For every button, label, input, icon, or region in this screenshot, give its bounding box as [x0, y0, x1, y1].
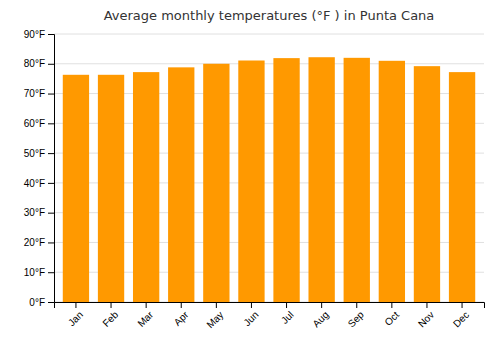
axis-line — [48, 35, 55, 303]
title: Average monthly temperatures (°F ) in Pu… — [104, 8, 435, 23]
tick-mark — [111, 302, 112, 308]
tick-label: 10°F — [24, 267, 45, 278]
tick-mark — [216, 302, 217, 308]
bar — [63, 75, 89, 302]
x-tick: Jun — [241, 302, 260, 328]
y-tick: 90°F — [24, 29, 54, 40]
grid-line — [54, 63, 484, 64]
tick-mark — [48, 64, 54, 65]
bar — [238, 61, 264, 302]
tick-label: Apr — [172, 309, 191, 328]
grid — [54, 34, 484, 302]
tick-label: Aug — [310, 309, 330, 329]
tick-mark — [48, 242, 54, 243]
y-tick: 10°F — [24, 267, 54, 278]
x-tick: Dec — [451, 302, 471, 329]
bars — [63, 57, 475, 302]
tick-label: Jan — [66, 309, 85, 328]
tick-mark — [48, 34, 54, 35]
tick-label: Sep — [346, 309, 367, 330]
tick-label: Nov — [416, 309, 436, 329]
tick-mark — [391, 302, 392, 308]
tick-mark — [356, 302, 357, 308]
x-tick: Jan — [66, 302, 85, 328]
axis-line — [55, 303, 485, 309]
x-tick: Feb — [100, 302, 120, 329]
tick-label: 60°F — [24, 118, 45, 129]
tick-mark — [286, 302, 287, 308]
chart: 0°F 10°F 20°F 30°F 40°F 50°F 60°F 70°F 80°F 90°F J… — [0, 0, 500, 350]
y-tick: 50°F — [24, 148, 54, 159]
tick-mark — [146, 302, 147, 308]
x-axis: Jan Feb Mar Apr May Jun Jul Aug Sep Oct Nov Dec — [55, 302, 485, 330]
tick-mark — [75, 302, 76, 308]
x-tick: Sep — [346, 302, 367, 329]
x-tick: May — [204, 302, 225, 330]
tick-mark — [48, 123, 54, 124]
tick-mark — [181, 302, 182, 308]
tick-label: 20°F — [24, 237, 45, 248]
tick-label: Jul — [279, 309, 296, 326]
tick-label: 80°F — [24, 58, 45, 69]
y-tick: 30°F — [24, 207, 54, 218]
y-tick: 20°F — [24, 237, 54, 248]
x-tick: Mar — [135, 302, 155, 329]
tick-mark — [426, 302, 427, 308]
tick-mark — [48, 213, 54, 214]
tick-label: May — [204, 309, 225, 330]
tick-label: 70°F — [24, 88, 45, 99]
tick-label: Feb — [100, 309, 120, 329]
y-tick: 70°F — [24, 88, 54, 99]
x-tick: Apr — [172, 302, 191, 328]
tick-label: Mar — [135, 309, 155, 329]
tick-label: 0°F — [29, 297, 45, 308]
y-tick: 0°F — [29, 297, 54, 308]
y-tick: 80°F — [24, 58, 54, 69]
tick-label: 90°F — [24, 29, 45, 40]
tick-mark — [48, 302, 54, 303]
bar — [308, 57, 334, 302]
x-tick: Jul — [279, 302, 296, 326]
tick-label: 40°F — [24, 178, 45, 189]
plot-area: 0°F 10°F 20°F 30°F 40°F 50°F 60°F 70°F 80°F 90°F J… — [24, 29, 485, 331]
tick-mark — [462, 302, 463, 308]
tick-mark — [48, 94, 54, 95]
tick-mark — [48, 153, 54, 154]
bar — [379, 61, 405, 302]
bar — [344, 58, 370, 302]
tick-label: 50°F — [24, 148, 45, 159]
bar — [133, 72, 159, 302]
tick-label: Jun — [241, 309, 260, 328]
x-tick: Aug — [310, 302, 330, 329]
bar — [414, 66, 440, 302]
bar — [273, 58, 299, 302]
bar — [203, 64, 229, 302]
bar — [98, 75, 124, 302]
tick-mark — [321, 302, 322, 308]
bar — [449, 72, 475, 302]
grid-line — [54, 34, 484, 35]
bar — [168, 67, 194, 302]
x-tick: Oct — [382, 302, 401, 328]
x-tick: Nov — [416, 302, 436, 329]
y-axis: 0°F 10°F 20°F 30°F 40°F 50°F 60°F 70°F 80°F 90°F — [24, 29, 55, 308]
tick-mark — [48, 183, 54, 184]
tick-mark — [48, 272, 54, 273]
tick-label: Dec — [451, 309, 471, 329]
tick-label: Oct — [382, 309, 401, 328]
y-tick: 60°F — [24, 118, 54, 129]
tick-mark — [251, 302, 252, 308]
y-tick: 40°F — [24, 178, 54, 189]
tick-label: 30°F — [24, 207, 45, 218]
